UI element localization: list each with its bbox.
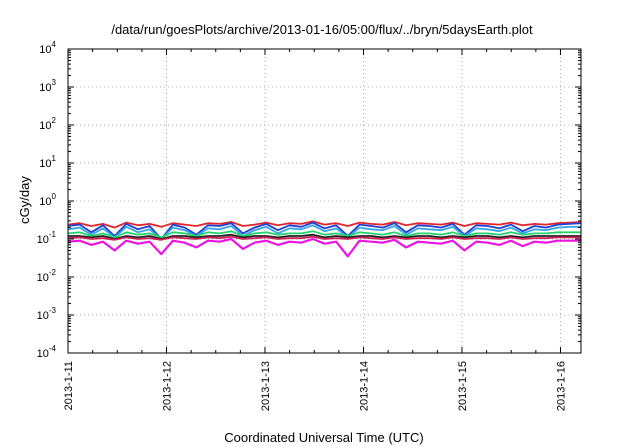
series-line-7 [67, 237, 581, 258]
y-tick-label: 100 [39, 192, 56, 208]
x-tick-label: 2013-1-13 [260, 361, 272, 411]
series-line-3 [67, 224, 581, 240]
series-line-1 [67, 220, 582, 229]
x-tick-label: 2013-1-14 [358, 361, 370, 411]
y-tick-label: 10-4 [37, 344, 57, 360]
x-axis-ticks: 2013-1-11 2013-1-12 2013-1-13 2013-1-14 2013… [63, 49, 567, 411]
y-tick-label: 104 [39, 40, 56, 56]
y-tick-label: 102 [39, 116, 56, 132]
series-line-6 [67, 235, 581, 241]
y-tick-label: 103 [39, 78, 56, 94]
chart-title: /data/run/goesPlots/archive/2013-01-16/0… [111, 22, 533, 37]
x-tick-label: 2013-1-15 [457, 361, 469, 411]
y-tick-label: 10-3 [37, 306, 57, 322]
x-axis-label: Coordinated Universal Time (UTC) [224, 430, 423, 445]
series-line-4 [67, 230, 581, 239]
y-axis-label: cGy/day [17, 176, 32, 224]
x-tick-label: 2013-1-12 [161, 361, 173, 411]
y-tick-label: 10-1 [37, 230, 57, 246]
series-layer [67, 220, 582, 258]
y-tick-label: 101 [39, 154, 56, 170]
y-axis-ticks: 10-4 10-3 10-2 10-1 100 101 102 103 104 [37, 40, 581, 360]
grid-lines [68, 49, 581, 353]
x-tick-label: 2013-1-11 [63, 361, 75, 410]
series-line-5 [68, 233, 581, 240]
y-tick-label: 10-2 [37, 268, 57, 284]
x-tick-label: 2013-1-16 [555, 361, 567, 411]
series-line-2 [67, 221, 582, 240]
